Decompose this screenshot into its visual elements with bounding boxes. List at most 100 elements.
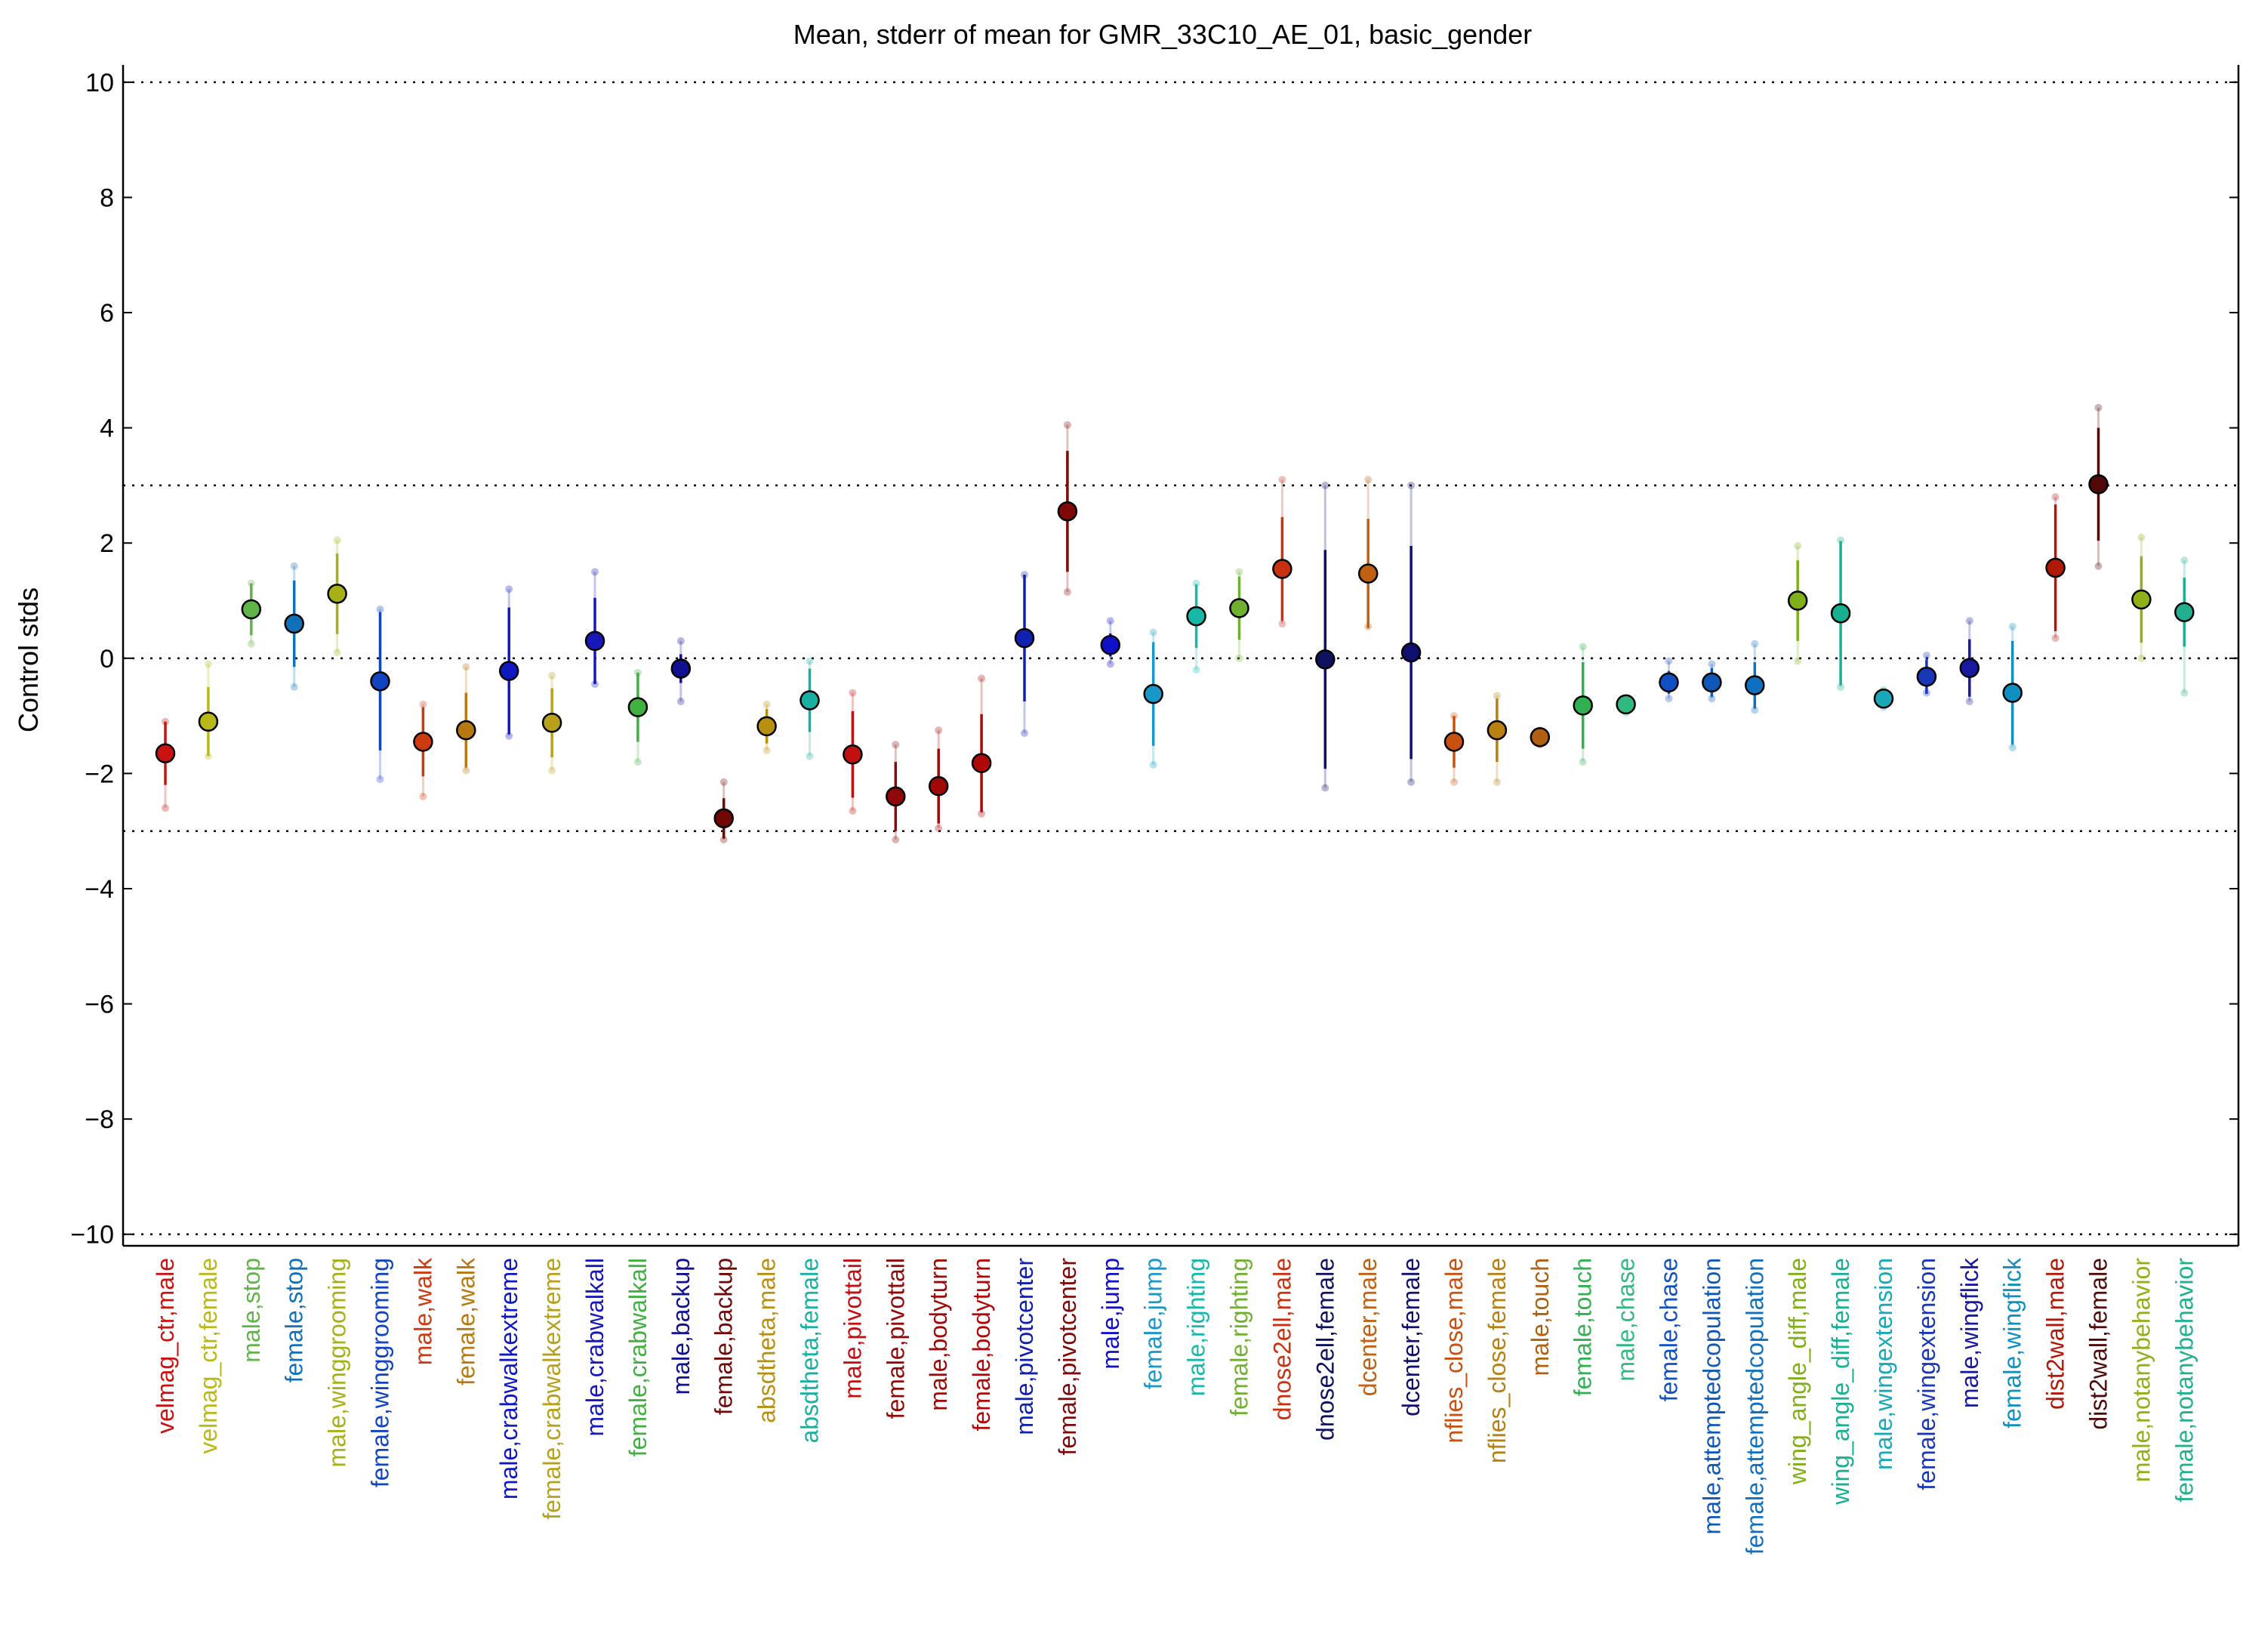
x-tick-label: female,backup	[710, 1258, 738, 1415]
range-point	[1063, 588, 1071, 596]
mean-point	[584, 630, 605, 652]
y-tick-label: 8	[100, 183, 114, 212]
range-point	[978, 674, 986, 683]
range-point	[1192, 666, 1200, 674]
y-tick-label: 0	[100, 645, 114, 673]
x-tick-label: male,wingextension	[1870, 1258, 1897, 1470]
mean-point	[1057, 501, 1078, 522]
x-tick-label: velmag_ctr,male	[152, 1258, 179, 1434]
x-tick-label: male,bodyturn	[925, 1258, 952, 1411]
y-tick-label: 2	[100, 529, 114, 558]
range-point	[849, 806, 857, 815]
range-point	[1321, 481, 1329, 489]
x-tick-label: absdtheta,female	[796, 1258, 824, 1444]
range-point	[2137, 533, 2146, 541]
x-tick-label: female,wingflick	[1999, 1257, 2026, 1429]
x-tick-label: absdtheta,male	[753, 1258, 781, 1423]
mean-point	[284, 613, 304, 634]
plot-axes	[122, 65, 2240, 1247]
mean-point	[327, 584, 347, 604]
range-point	[1837, 536, 1845, 544]
x-tick-label: female,jump	[1140, 1258, 1167, 1389]
mean-point	[1616, 694, 1636, 715]
range-point	[376, 775, 384, 784]
mean-point	[155, 743, 176, 763]
range-point	[1922, 652, 1930, 659]
range-point	[505, 732, 513, 740]
x-tick-label: dnose2ell,female	[1311, 1258, 1339, 1441]
range-point	[1708, 660, 1716, 668]
range-point	[1192, 579, 1200, 587]
range-point	[719, 778, 728, 786]
x-tick-label: male,notanybehavior	[2127, 1258, 2155, 1482]
mean-point	[1487, 720, 1508, 741]
mean-point	[498, 661, 519, 681]
mean-point	[971, 753, 992, 773]
mean-point	[1400, 642, 1422, 663]
range-point	[1235, 654, 1243, 662]
x-tick-label: male,wingflick	[1956, 1257, 1983, 1408]
mean-point	[2174, 602, 2195, 623]
mean-point	[1014, 627, 1035, 649]
mean-point	[2131, 589, 2152, 610]
range-point	[1407, 481, 1416, 489]
range-point	[290, 683, 298, 691]
range-point	[290, 562, 298, 570]
x-tick-label: female,chase	[1656, 1258, 1683, 1401]
range-point	[2051, 493, 2060, 501]
x-tick-label: dcenter,male	[1354, 1258, 1382, 1396]
range-point	[333, 649, 341, 657]
x-tick-label: dcenter,female	[1397, 1258, 1425, 1416]
x-tick-label: nflies_close,male	[1440, 1258, 1468, 1443]
x-tick-label: female,pivotcenter	[1054, 1258, 1081, 1456]
range-point	[2180, 556, 2189, 565]
chart-title: Mean, stderr of mean for GMR_33C10_AE_01…	[793, 19, 1533, 50]
range-point	[633, 758, 642, 766]
range-point	[2008, 622, 2016, 630]
range-point	[591, 568, 599, 576]
y-axis-ticks: 10 8 6 4 2 0 −2 −4 −6 −8 −10	[70, 69, 2238, 1250]
range-point	[333, 536, 341, 544]
mean-point	[1229, 598, 1249, 618]
range-point	[1751, 640, 1759, 648]
mean-point	[1573, 695, 1593, 716]
range-point	[935, 824, 943, 832]
mean-point	[241, 599, 262, 620]
mean-point	[1443, 732, 1465, 752]
mean-point	[1143, 683, 1163, 704]
range-point	[162, 804, 169, 812]
range-point	[1708, 695, 1716, 703]
mean-point	[1659, 672, 1679, 693]
range-point	[1106, 617, 1114, 625]
y-tick-label: 4	[100, 415, 114, 443]
x-tick-label: male,chase	[1613, 1258, 1640, 1382]
x-tick-label: nflies_close,female	[1483, 1258, 1511, 1463]
range-point	[1450, 778, 1458, 786]
mean-point	[1315, 649, 1336, 670]
x-tick-label: wing_angle_diff,female	[1827, 1258, 1854, 1506]
y-tick-label: −10	[70, 1221, 114, 1250]
y-tick-label: −6	[85, 991, 114, 1019]
range-point	[1063, 421, 1071, 429]
x-tick-label: male,winggrooming	[324, 1258, 351, 1467]
x-tick-label: male,jump	[1097, 1258, 1124, 1370]
range-point	[376, 605, 384, 613]
x-tick-label: velmag_ctr,female	[195, 1258, 222, 1454]
range-point	[505, 585, 513, 593]
range-point	[935, 726, 943, 735]
range-point	[2137, 654, 2146, 662]
range-point	[892, 741, 900, 749]
mean-point	[1745, 675, 1765, 695]
mean-point	[1873, 688, 1894, 709]
range-point	[978, 809, 986, 818]
x-axis-tick-labels: velmag_ctr,male velmag_ctr,female male,sto…	[152, 1257, 2198, 1555]
data-marks	[155, 403, 2195, 844]
x-tick-label: male,touch	[1527, 1258, 1554, 1376]
range-point	[1321, 784, 1329, 792]
x-tick-label: male,stop	[238, 1258, 265, 1363]
x-tick-label: male,righting	[1183, 1258, 1210, 1396]
x-tick-label: female,wingextension	[1913, 1258, 1940, 1490]
mean-point	[1100, 635, 1121, 655]
mean-point	[756, 716, 777, 737]
x-tick-label: female,bodyturn	[968, 1258, 995, 1431]
